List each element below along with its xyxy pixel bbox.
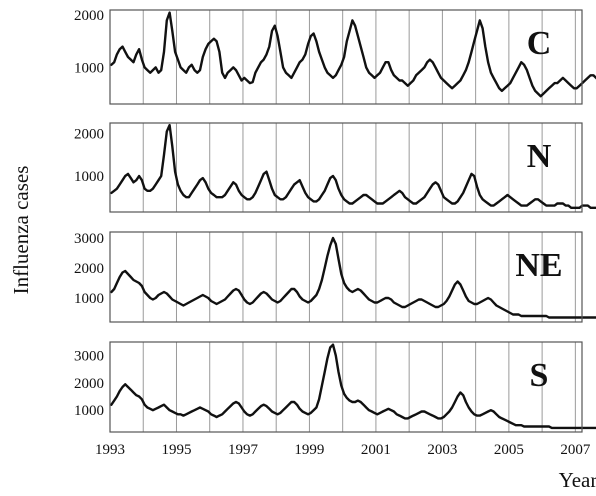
- x-tick-label-2007: 2007: [560, 442, 591, 458]
- x-tick-label-1997: 1997: [228, 442, 259, 458]
- region-label-s: S: [530, 357, 549, 394]
- panel-frame-s: [109, 341, 583, 433]
- y-tick-label: 3000: [74, 349, 104, 365]
- y-tick-label: 1000: [74, 169, 104, 185]
- y-tick-label: 2000: [74, 8, 104, 24]
- series-line-s: [110, 343, 596, 430]
- panel-frame-c: [109, 9, 583, 105]
- y-tick-label: 1000: [74, 60, 104, 76]
- series-line-c: [110, 11, 596, 98]
- panel-ne: 1000 2000 3000 NE: [74, 231, 596, 323]
- panel-s: 1000 2000 3000 S: [74, 341, 596, 433]
- x-tick-label-1995: 1995: [161, 442, 191, 458]
- y-tick-label: 2000: [74, 261, 104, 277]
- x-tick-label-1999: 1999: [294, 442, 324, 458]
- y-tick-label: 1000: [74, 403, 104, 419]
- region-label-c: C: [527, 25, 552, 62]
- y-axis-label: Influenza cases: [9, 166, 33, 295]
- x-tick-label-1993: 1993: [95, 442, 125, 458]
- y-tick-label: 3000: [74, 231, 104, 247]
- y-tick-label: 2000: [74, 376, 104, 392]
- x-axis-label: Year: [559, 468, 596, 492]
- x-tick-label-2005: 2005: [494, 442, 524, 458]
- panel-frame-n: [109, 122, 583, 213]
- x-tick-label-2001: 2001: [361, 442, 391, 458]
- chart-panels: 1000 2000 C 1000 2000 N 1000 2000 3000 NE 1000 2000…: [74, 8, 596, 433]
- x-tick-label-2003: 2003: [427, 442, 457, 458]
- region-label-n: N: [527, 138, 552, 175]
- panel-n: 1000 2000 N: [74, 122, 596, 213]
- x-axis-ticks: 1993 1995 1997 1999 2001 2003 2005 2007: [95, 442, 591, 458]
- panel-c: 1000 2000 C: [74, 8, 596, 105]
- panel-frame-ne: [109, 231, 583, 323]
- series-line-n: [110, 123, 596, 210]
- series-line-ne: [110, 236, 596, 319]
- y-tick-label: 1000: [74, 291, 104, 307]
- y-tick-label: 2000: [74, 127, 104, 143]
- region-label-ne: NE: [515, 247, 562, 284]
